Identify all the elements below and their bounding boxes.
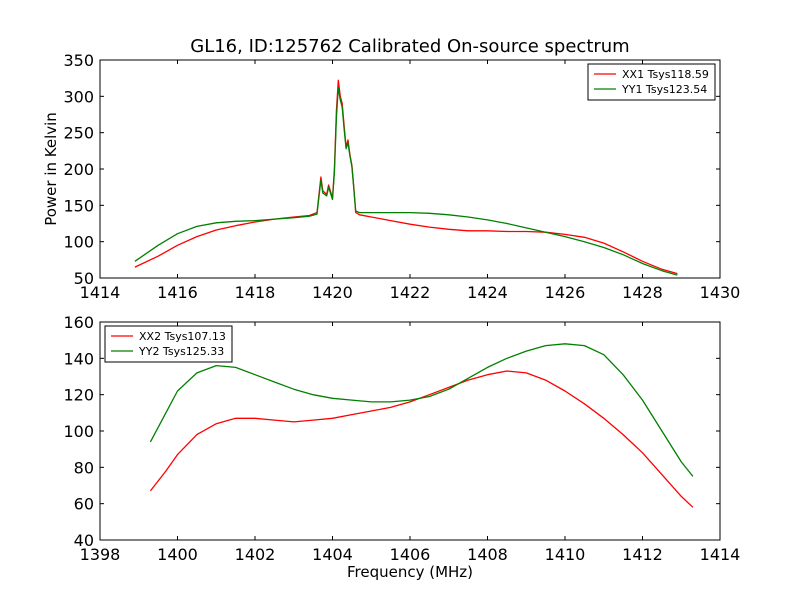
series-line-green xyxy=(149,343,694,477)
x-tick-label: 1400 xyxy=(157,545,198,564)
y-tick-label: 40 xyxy=(74,531,94,550)
x-tick-label: 1420 xyxy=(312,283,353,302)
x-tick-label: 1426 xyxy=(545,283,586,302)
x-tick-label: 1414 xyxy=(80,283,121,302)
x-tick-label: 1404 xyxy=(312,545,353,564)
x-tick-label: 1416 xyxy=(157,283,198,302)
x-tick-label: 1414 xyxy=(700,545,741,564)
x-tick-label: 1418 xyxy=(235,283,276,302)
legend-label: XX1 Tsys118.59 xyxy=(622,68,709,81)
y-tick-label: 350 xyxy=(63,51,94,70)
x-tick-label: 1398 xyxy=(80,545,121,564)
y-tick-label: 250 xyxy=(63,124,94,143)
legend-box xyxy=(104,325,233,363)
y-axis-label: Power in Kelvin xyxy=(42,112,60,226)
series-group xyxy=(134,79,678,276)
lower-plot: 1398 1400 1402 1404 1406 1408 1410 1412 1414 40 60… xyxy=(63,313,740,581)
legend-label: YY1 Tsys123.54 xyxy=(621,83,707,96)
series-line-green xyxy=(134,86,678,276)
y-tick-label: 60 xyxy=(74,495,94,514)
y-tick-label: 300 xyxy=(63,87,94,106)
x-axis-label: Frequency (MHz) xyxy=(347,563,473,581)
x-tick-label: 1424 xyxy=(467,283,508,302)
legend-label: XX2 Tsys107.13 xyxy=(139,330,226,343)
legend-box xyxy=(587,63,716,101)
legend: XX2 Tsys107.13 YY2 Tsys125.33 xyxy=(104,325,233,363)
x-tick-label: 1402 xyxy=(235,545,276,564)
y-tick-label: 50 xyxy=(74,269,94,288)
y-tick-label: 120 xyxy=(63,386,94,405)
y-tick-label: 100 xyxy=(63,422,94,441)
y-tick-label: 80 xyxy=(74,458,94,477)
upper-plot: 1414 1416 1418 1420 1422 1424 1426 1428 1430 50 10… xyxy=(42,36,740,302)
legend-label: YY2 Tsys125.33 xyxy=(138,345,224,358)
x-tick-label: 1428 xyxy=(622,283,663,302)
x-tick-label: 1412 xyxy=(622,545,663,564)
x-tick-label: 1406 xyxy=(390,545,431,564)
y-tick-label: 200 xyxy=(63,160,94,179)
y-tick-label: 100 xyxy=(63,233,94,252)
y-tick-label: 150 xyxy=(63,196,94,215)
y-tick-label: 140 xyxy=(63,349,94,368)
legend: XX1 Tsys118.59 YY1 Tsys123.54 xyxy=(587,63,716,101)
x-tick-label: 1422 xyxy=(390,283,431,302)
x-tick-label: 1408 xyxy=(467,545,508,564)
chart-title: GL16, ID:125762 Calibrated On-source spe… xyxy=(190,36,629,57)
y-tick-label: 160 xyxy=(63,313,94,332)
x-tick-label: 1410 xyxy=(545,545,586,564)
series-group xyxy=(149,343,694,508)
x-tick-label: 1430 xyxy=(700,283,741,302)
